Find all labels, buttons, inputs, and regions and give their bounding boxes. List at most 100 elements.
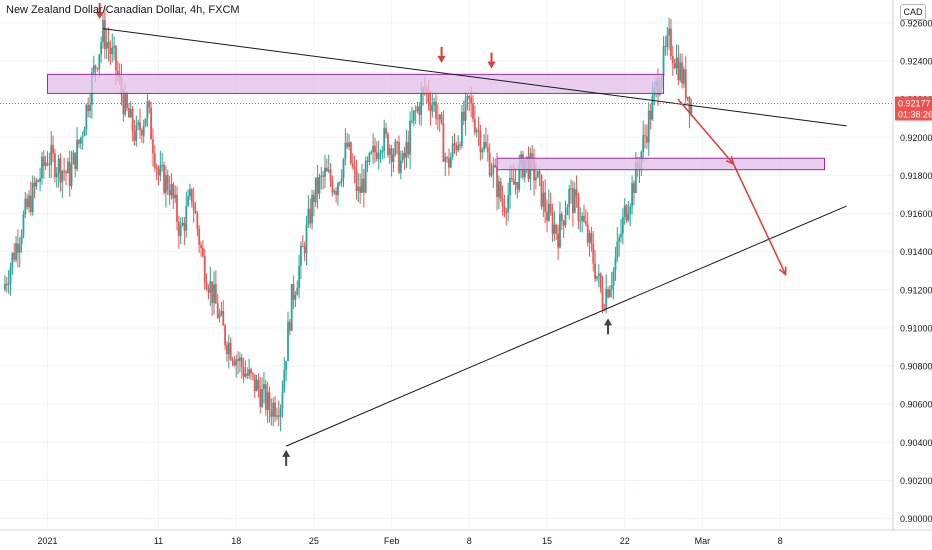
time-tick-label: Feb	[384, 536, 400, 546]
candle-body	[257, 379, 260, 390]
candle-body	[514, 182, 517, 185]
candle-body	[610, 285, 613, 290]
candle-body	[566, 207, 569, 215]
time-tick-label: 8	[467, 536, 472, 546]
candle-body	[41, 156, 43, 179]
candle-body	[357, 186, 360, 191]
candle-body	[137, 122, 140, 125]
candle-body	[152, 139, 154, 154]
descending-resistance	[102, 28, 847, 127]
candle-body	[251, 373, 254, 375]
candle-body	[516, 182, 519, 190]
candle-body	[205, 282, 208, 290]
candle-body	[50, 145, 53, 165]
time-tick-label: 25	[309, 536, 319, 546]
candle-body	[675, 57, 678, 69]
candle-body	[581, 215, 584, 221]
candle-body	[139, 122, 141, 131]
candle-body	[231, 359, 234, 362]
support-zone	[496, 157, 825, 171]
candle-body	[671, 56, 674, 64]
candle-body	[305, 224, 308, 254]
candle-body	[350, 142, 352, 164]
candle-body	[361, 178, 363, 193]
candle-body	[296, 287, 299, 296]
candle-body	[87, 104, 90, 112]
candle-body	[263, 384, 265, 390]
candle-body	[327, 169, 330, 172]
candle-body	[190, 188, 193, 203]
candle-body	[385, 128, 387, 134]
candle-body	[547, 203, 550, 221]
candle-body	[686, 96, 689, 99]
candle-body	[544, 192, 547, 212]
candle-body	[414, 110, 417, 112]
candle-body	[311, 194, 313, 224]
candle-body	[15, 243, 17, 260]
candle-body	[673, 63, 676, 69]
candle-body	[420, 92, 423, 115]
time-tick-label: 8	[778, 536, 783, 546]
candle-body	[684, 69, 687, 99]
candle-body	[181, 222, 184, 226]
time-axis: 2021 11 18 25 Feb 8 15 22 Mar 8	[0, 529, 932, 546]
candle-body	[135, 124, 138, 141]
price-tick-label: 0.90200	[900, 476, 932, 486]
candle-body	[168, 190, 171, 196]
candle-body	[83, 129, 86, 136]
candle-body	[44, 162, 47, 166]
candle-body	[492, 165, 495, 174]
candlestick-series	[4, 6, 693, 432]
candle-body	[22, 214, 25, 236]
candle-body	[573, 189, 576, 213]
candle-body	[629, 206, 632, 215]
candle-body	[488, 152, 491, 176]
candle-body	[614, 258, 617, 271]
candle-body	[623, 205, 626, 217]
candle-body	[18, 244, 21, 253]
candle-body	[165, 174, 167, 193]
trendline-layer	[102, 28, 847, 447]
currency-badge[interactable]: CAD	[900, 4, 926, 20]
candle-body	[462, 111, 465, 121]
candle-body	[370, 151, 373, 154]
candle-body	[57, 158, 60, 173]
candle-body	[194, 210, 197, 214]
candle-body	[209, 281, 212, 293]
candle-body	[179, 225, 182, 237]
candle-body	[196, 213, 199, 229]
candle-body	[150, 107, 152, 140]
candle-body	[285, 361, 288, 370]
price-tick-label: 0.92000	[900, 133, 932, 143]
candle-body	[510, 178, 513, 180]
candle-body	[185, 205, 188, 231]
candle-body	[618, 237, 621, 242]
candle-body	[583, 215, 585, 222]
candle-body	[177, 221, 180, 237]
candle-body	[677, 57, 680, 81]
down-arrow-head	[437, 55, 446, 63]
candle-body	[387, 133, 389, 156]
candle-body	[338, 182, 341, 184]
candle-body	[59, 158, 62, 183]
candle-body	[664, 46, 667, 48]
candle-body	[100, 42, 103, 55]
candle-body	[609, 289, 611, 297]
candle-body	[440, 114, 443, 123]
candle-body	[270, 410, 273, 417]
candle-body	[266, 392, 269, 410]
candle-body	[644, 135, 646, 137]
candle-body	[144, 118, 147, 126]
candle-body	[403, 153, 406, 158]
candle-body	[509, 178, 511, 196]
candle-body	[473, 118, 476, 133]
candle-body	[24, 198, 27, 215]
candle-body	[13, 253, 16, 260]
candle-body	[579, 220, 582, 222]
candle-body	[457, 144, 460, 151]
candle-body	[54, 153, 56, 178]
candle-body	[314, 177, 317, 203]
candle-body	[133, 131, 136, 141]
candle-body	[131, 108, 134, 132]
